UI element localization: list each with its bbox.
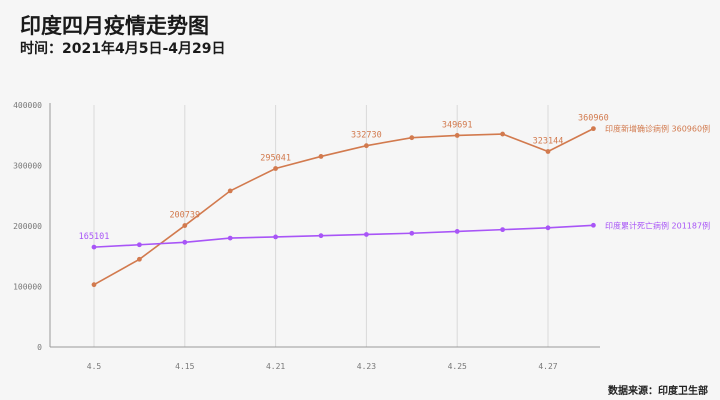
data-point xyxy=(273,166,278,171)
data-point xyxy=(500,131,505,137)
data-point xyxy=(227,235,233,241)
data-point xyxy=(545,225,551,231)
x-tick-label: 4.25 xyxy=(448,362,467,371)
y-tick-label: 200000 xyxy=(13,222,42,231)
y-tick-label: 100000 xyxy=(13,283,42,292)
data-point xyxy=(227,188,233,194)
chart-title: 印度四月疫情走势图 xyxy=(20,14,209,38)
data-label: 323144 xyxy=(533,136,564,146)
data-point xyxy=(500,227,505,233)
series-line-1 xyxy=(93,224,594,248)
data-point xyxy=(182,239,188,245)
x-tick-label: 4.23 xyxy=(357,362,376,371)
data-point xyxy=(318,233,324,239)
x-tick-label: 4.27 xyxy=(538,362,557,371)
data-label: 332730 xyxy=(351,131,382,141)
chart-subtitle: 时间：2021年4月5日-4月29日 xyxy=(20,41,226,57)
data-label: 349691 xyxy=(442,120,473,130)
y-tick-label: 400000 xyxy=(13,101,42,110)
data-point xyxy=(182,223,188,228)
data-point xyxy=(545,149,551,154)
x-tick-label: 4.5 xyxy=(87,362,102,371)
data-point xyxy=(91,282,97,288)
series-name-label: 印度累计死亡病例 201187例 xyxy=(605,220,710,230)
y-tick-label: 0 xyxy=(37,343,42,352)
data-point xyxy=(318,154,324,159)
data-point xyxy=(591,126,596,132)
data-point xyxy=(454,229,460,234)
data-label: 165101 xyxy=(79,232,110,242)
data-point xyxy=(409,230,415,236)
data-source-note: 数据来源：印度卫生部 xyxy=(608,386,708,397)
data-point xyxy=(273,234,278,240)
data-point xyxy=(137,242,142,248)
data-point xyxy=(454,133,460,138)
x-tick-label: 4.21 xyxy=(266,362,285,371)
data-point xyxy=(409,135,415,141)
data-label: 295041 xyxy=(260,154,291,164)
data-label: 200739 xyxy=(169,211,200,221)
data-point xyxy=(364,232,369,237)
data-point xyxy=(91,244,97,250)
data-point xyxy=(364,143,369,149)
y-tick-label: 300000 xyxy=(13,162,42,171)
series-line-0 xyxy=(93,127,594,286)
series-name-label: 印度新增确诊病例 360960例 xyxy=(605,124,710,134)
data-point xyxy=(137,256,142,262)
x-tick-label: 4.15 xyxy=(175,362,194,371)
data-point xyxy=(591,222,596,228)
data-label: 360960 xyxy=(578,114,609,124)
